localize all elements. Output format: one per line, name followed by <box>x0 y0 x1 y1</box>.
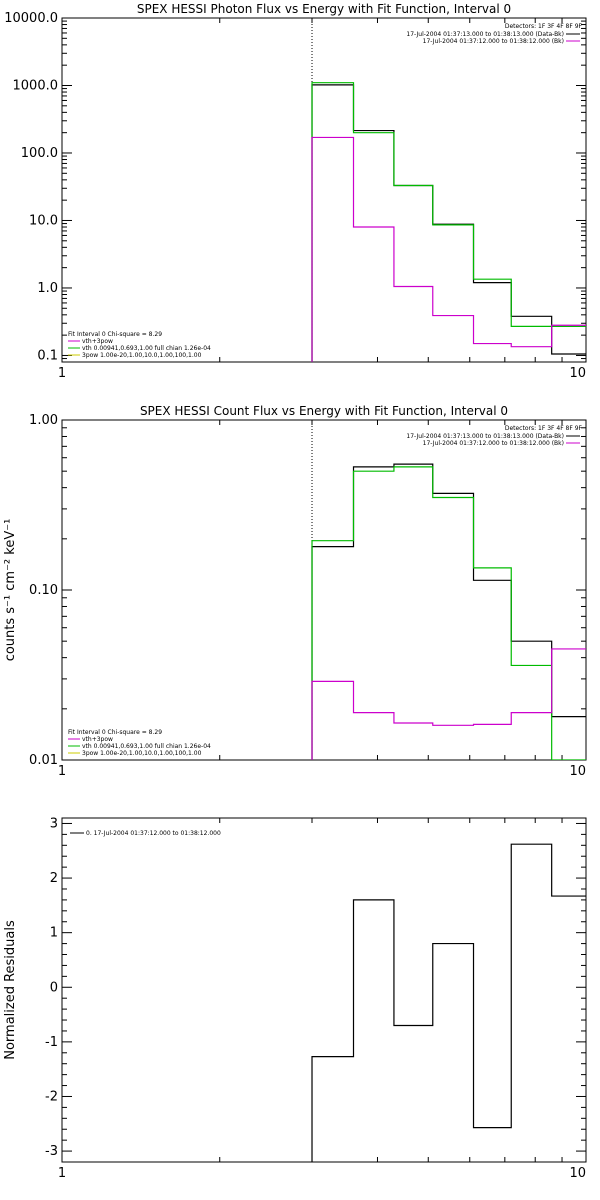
legend-bottom-entry: vth+3pow <box>82 338 113 345</box>
chart-title: SPEX HESSI Count Flux vs Energy with Fit… <box>140 404 508 418</box>
legend-bottom-entry: vth 0.00941,0.693,1.00 full chian 1.26e-… <box>82 743 211 750</box>
legend-bottom-entry: Fit Interval 0 Chi-square = 8.29 <box>68 331 162 338</box>
residuals-chart: 1 10 -3 -2 -1 0 1 2 3 Normalized Residuals 0. 17-J… <box>3 816 587 1181</box>
legend-top-entry: 17-Jul-2004 01:37:12.000 to 01:38:12.000… <box>423 38 564 45</box>
y-tick-label: 1.0 <box>37 281 58 296</box>
series-1-step-line <box>311 82 586 362</box>
y-tick-label: 2 <box>50 871 58 886</box>
y-tick-label: 1 <box>50 926 58 941</box>
data-layer <box>311 843 586 1162</box>
plot-frame <box>61 17 587 363</box>
x-tick-label: 10 <box>569 1166 586 1181</box>
data-layer <box>311 463 586 760</box>
detectors-label: Detectors: 1F 3F 4F 8F 9F <box>505 23 583 30</box>
y-tick-label: 10.0 <box>29 213 58 228</box>
y-tick-label: -2 <box>45 1089 58 1104</box>
y-tick-label: 0.01 <box>29 753 58 768</box>
plot-frame <box>61 419 587 761</box>
legend-bottom-entry: vth+3pow <box>82 736 113 743</box>
legend-top-entry: 17-Jul-2004 01:37:13.000 to 01:38:13.000… <box>406 31 564 38</box>
y-tick-label: 0.1 <box>37 348 58 363</box>
chart-title: SPEX HESSI Photon Flux vs Energy with Fi… <box>137 2 511 16</box>
y-tick-label: 0 <box>50 980 58 995</box>
y-tick-label: 0.10 <box>29 583 58 598</box>
legend-bottom-entry: 3pow 1.00e-20,1.00,10.0,1.00,100,1.00 <box>82 750 202 757</box>
y-tick-label: -3 <box>45 1144 58 1159</box>
detectors-label: Detectors: 1F 3F 4F 8F 9F <box>505 425 583 432</box>
y-axis-label: counts s⁻¹ cm⁻² keV⁻¹ <box>3 519 18 662</box>
legend-bottom-entry: vth 0.00941,0.693,1.00 full chian 1.26e-… <box>82 345 211 352</box>
series-1-step-line <box>311 466 586 760</box>
y-tick-label: 1.00 <box>29 413 58 428</box>
legend-bottom-entry: Fit Interval 0 Chi-square = 8.29 <box>68 729 162 736</box>
photon-flux-chart: SPEX HESSI Photon Flux vs Energy with Fi… <box>4 2 587 381</box>
x-tick-label: 1 <box>58 764 66 779</box>
legend-entry: 0. 17-Jul-2004 01:37:12.000 to 01:38:12.… <box>86 830 221 837</box>
y-tick-label: 100.0 <box>21 146 58 161</box>
plot-frame <box>61 817 587 1163</box>
count-flux-chart: SPEX HESSI Count Flux vs Energy with Fit… <box>3 404 587 779</box>
series-2-step-line <box>311 136 586 362</box>
y-tick-label: -1 <box>45 1035 58 1050</box>
y-axis-label: Normalized Residuals <box>3 920 18 1060</box>
series-0-step-line <box>311 843 586 1162</box>
x-tick-label: 1 <box>58 1166 66 1181</box>
x-tick-label: 10 <box>569 764 586 779</box>
data-layer <box>311 82 586 362</box>
y-tick-label: 10000.0 <box>4 11 58 26</box>
x-tick-label: 10 <box>569 366 586 381</box>
y-tick-label: 1000.0 <box>13 78 59 93</box>
legend-top-entry: 17-Jul-2004 01:37:13.000 to 01:38:13.000… <box>406 433 564 440</box>
series-2-step-line <box>311 648 586 760</box>
x-tick-label: 1 <box>58 366 66 381</box>
legend-top-entry: 17-Jul-2004 01:37:12.000 to 01:38:12.000… <box>423 440 564 447</box>
y-tick-label: 3 <box>50 816 58 831</box>
legend-bottom-entry: 3pow 1.00e-20,1.00,10.0,1.00,100,1.00 <box>82 352 202 359</box>
